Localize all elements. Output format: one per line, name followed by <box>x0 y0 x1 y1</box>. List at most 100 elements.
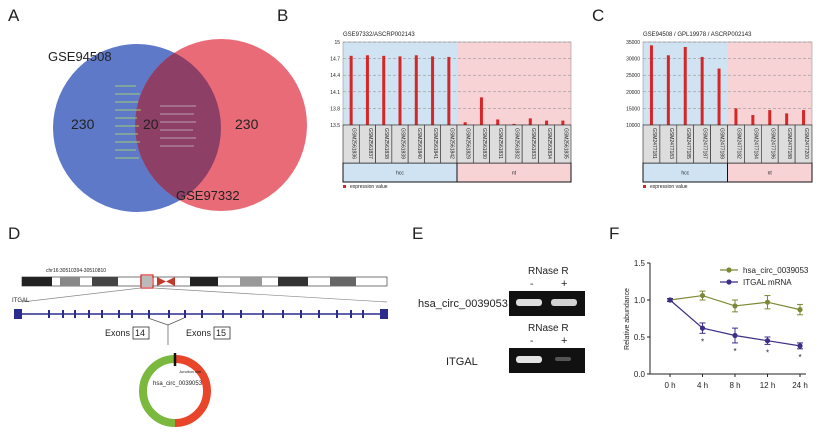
chart-c-category-cell <box>727 124 745 164</box>
chart-b-bar <box>496 119 500 125</box>
chart-c-category-label: GSM2477188 <box>786 128 792 159</box>
chart-b-category-cell <box>424 124 442 164</box>
chart-f-legend-marker-0 <box>726 267 732 273</box>
chart-b-category-label: GSM2561837 <box>367 128 373 159</box>
chart-f-xtick-label: 12 h <box>760 381 776 390</box>
chart-f-series-line-0 <box>669 294 801 311</box>
chart-b-category-label: GSM2561840 <box>416 128 422 159</box>
chart-f-ytick-label: 1.0 <box>634 296 646 305</box>
chart-b-category-label: GSM2561842 <box>448 128 454 159</box>
chart-b-category-label: GSM2561832 <box>514 128 520 159</box>
chart-f-point <box>764 338 771 344</box>
chart-c-bar <box>802 110 806 125</box>
chart-c-ytick-label: 10000 <box>626 123 640 129</box>
chart-c-bar <box>768 110 772 125</box>
band-circ-plus <box>551 299 577 306</box>
chart-f-xtick-label: 0 h <box>664 381 675 390</box>
chart-b-group-box-nt <box>456 162 572 183</box>
chart-b-category-label: GSM2561835 <box>562 128 568 159</box>
chart-c-category-cell <box>744 124 762 164</box>
chart-b-ytick-label: 13.5 <box>330 123 340 129</box>
chart-c-group-bg-hcc <box>643 42 728 182</box>
chart-b-bar <box>349 55 353 126</box>
chart-b-category-label: GSM2561834 <box>546 128 552 159</box>
chart-b-category-cell <box>489 124 507 164</box>
chart-f-point <box>732 332 738 339</box>
chart-c-legend-swatch <box>643 185 646 188</box>
chart-c-category-cell <box>777 124 796 164</box>
chart-c-group-label-hcc: hcc <box>681 171 689 177</box>
chart-b-bar <box>447 56 451 125</box>
chart-c-category-label: GSM2477187 <box>702 128 708 159</box>
chart-c-bar <box>717 68 721 125</box>
chart-b-category-label: GSM2561831 <box>497 128 503 159</box>
chart-b-category-cell <box>538 124 556 164</box>
band-circ-minus <box>516 299 542 306</box>
chart-c-ytick-label: 35000 <box>626 40 640 46</box>
chart-f-xtick-label: 4 h <box>697 381 708 390</box>
venn-left-list <box>115 85 141 159</box>
chart-b-plot-frame <box>342 41 572 126</box>
venn-overlap-count: 20 <box>143 116 159 132</box>
chart-b-group-box-hcc <box>342 162 458 183</box>
panel-letter-a: A <box>8 6 20 25</box>
chart-b-bar <box>561 120 565 125</box>
venn-overlap <box>135 44 221 211</box>
chart-f-point <box>667 297 673 303</box>
chart-b-category-cell <box>342 124 360 164</box>
chart-b-category-label: GSM2561836 <box>351 128 357 159</box>
chart-f-significance: * <box>733 347 736 356</box>
chart-c-category-label: GSM2477200 <box>803 128 809 159</box>
chart-b-ytick-label: 14.1 <box>330 90 340 96</box>
exon-label-1: Exons <box>105 328 131 338</box>
chart-c-group-bg-nt <box>727 42 812 182</box>
chart-b-category-cell <box>391 124 409 164</box>
chart-b-bar <box>463 122 467 125</box>
chart-c-bar <box>700 56 704 125</box>
chart-c-ytick-label: 20000 <box>626 90 640 96</box>
chart-c-category-label: GSM2477183 <box>668 128 674 159</box>
band-itgal-plus <box>555 357 571 361</box>
junction-label: Junction site <box>179 369 202 374</box>
chromosome-ideogram <box>21 274 388 289</box>
chart-f-xtick-label: 8 h <box>729 381 740 390</box>
chart-f-point <box>797 307 803 313</box>
chart-b-category-label: GSM2561830 <box>481 128 487 159</box>
chart-b-category-label: GSM2561838 <box>383 128 389 159</box>
chart-c-ytick-label: 30000 <box>626 57 640 63</box>
chart-b-ytick-label: 14.7 <box>330 57 340 63</box>
venn-right-label: GSE97332 <box>176 188 240 203</box>
chart-b-category-cell <box>407 124 425 164</box>
chart-b-category-label: GSM2561833 <box>530 128 536 159</box>
chart-b-category-cell <box>440 124 458 164</box>
venn-left-count: 230 <box>71 116 95 132</box>
chart-c-group-box-hcc <box>642 162 728 183</box>
chart-f-point <box>732 303 738 309</box>
chart-f-ytick-label: 0.0 <box>634 370 646 379</box>
chart-f-legend-marker-1 <box>726 279 732 285</box>
chart-c-category-cell <box>659 124 678 164</box>
gene-label: ITGAL <box>12 298 30 304</box>
chart-f-significance: * <box>701 337 704 346</box>
chart-b-legend-swatch <box>343 185 346 188</box>
chart-b-group-bg-hcc <box>343 42 457 182</box>
chart-c-ytick-label: 25000 <box>626 73 640 79</box>
chart-c-bar <box>785 113 789 125</box>
venn-right-circle <box>135 39 307 211</box>
chart-c-bar <box>666 55 670 125</box>
exon-number-15: 15 <box>216 328 227 338</box>
rnase-label-bottom: RNase R <box>528 323 569 334</box>
chart-b-legend-label: expression value <box>350 184 388 190</box>
chart-c-bar <box>734 108 738 125</box>
plus-label-bottom: + <box>561 335 568 347</box>
band-itgal-minus <box>516 356 542 363</box>
chart-f-ylabel: Relative abundance <box>624 288 631 350</box>
chart-b-category-cell <box>375 124 393 164</box>
circ-name-label: hsa_circ_0039053 <box>153 381 203 387</box>
venn-overlap-list <box>160 105 196 147</box>
chart-c-category-cell <box>642 124 661 164</box>
chart-f-legend-label-1: ITGAL mRNA <box>743 278 792 287</box>
